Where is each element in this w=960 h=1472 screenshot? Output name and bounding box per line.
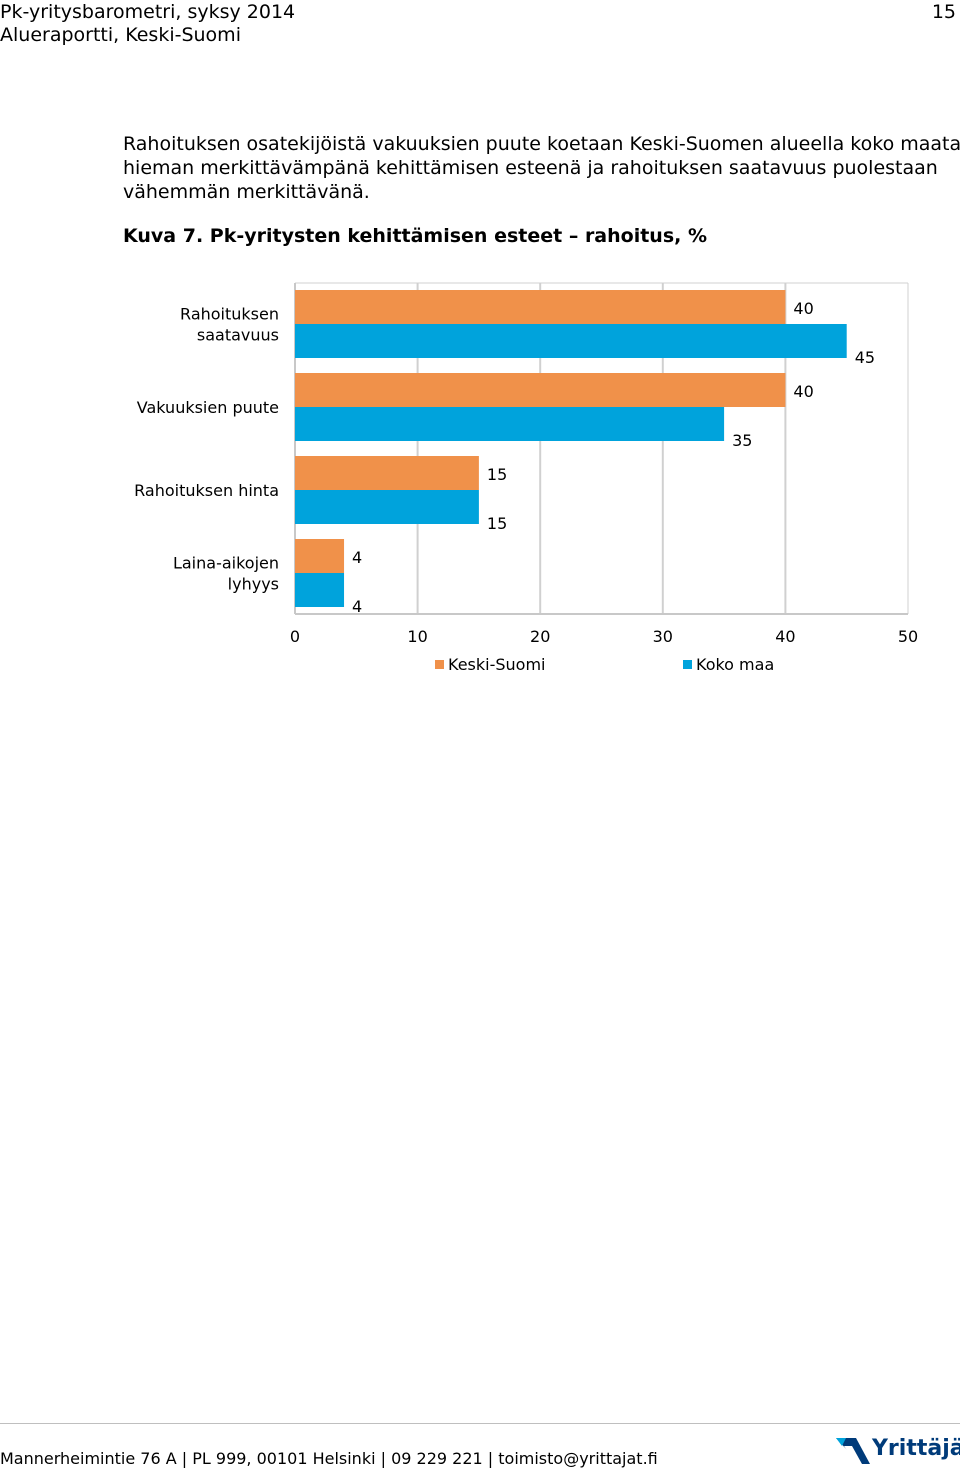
bar-keski-suomi <box>295 539 345 573</box>
legend-label: Koko maa <box>696 655 774 674</box>
category-label: saatavuus <box>197 326 279 345</box>
figure-caption: Kuva 7. Pk-yritysten kehittämisen esteet… <box>123 225 708 247</box>
data-label: 15 <box>487 465 507 484</box>
data-label: 15 <box>487 514 507 533</box>
bar-keski-suomi <box>295 373 786 407</box>
x-tick-label: 20 <box>530 627 550 646</box>
header-title: Pk-yritysbarometri, syksy 2014 <box>0 1 296 23</box>
paragraph-line: hieman merkittävämpänä kehittämisen este… <box>123 157 938 179</box>
bar-koko-maa <box>295 407 725 441</box>
bar-chart: 0 10 20 30 40 50 40 40 15 4 45 35 15 4 Rahoituksen saat… <box>134 282 918 674</box>
x-tick-label: 50 <box>898 627 918 646</box>
data-label: 45 <box>855 348 875 367</box>
legend-swatch <box>435 660 444 669</box>
bar-keski-suomi <box>295 290 786 324</box>
footer-address: Mannerheimintie 76 A | PL 999, 00101 Hel… <box>0 1449 658 1468</box>
bar-keski-suomi <box>295 456 479 490</box>
category-label: Rahoituksen hinta <box>134 481 279 500</box>
bar-koko-maa <box>295 324 847 358</box>
category-label: Vakuuksien puute <box>137 398 279 417</box>
header-subtitle: Alueraportti, Keski-Suomi <box>0 24 241 46</box>
paragraph-line: vähemmän merkittävänä. <box>123 181 370 203</box>
x-tick-label: 10 <box>407 627 427 646</box>
x-tick-label: 40 <box>775 627 795 646</box>
category-label: Laina-aikojen <box>173 554 279 573</box>
logo-text: Yrittäjät <box>872 1436 960 1461</box>
body-paragraph: Rahoituksen osatekijöistä vakuuksien puu… <box>123 132 960 204</box>
data-label: 4 <box>352 548 362 567</box>
page-number: 15 <box>931 1 956 23</box>
yrittajat-logo: Yrittäjät <box>836 1434 960 1468</box>
data-label: 4 <box>352 597 362 616</box>
category-label: lyhyys <box>228 575 279 594</box>
bar-koko-maa <box>295 490 479 524</box>
data-label: 40 <box>793 382 813 401</box>
bar-koko-maa <box>295 573 345 607</box>
category-label: Rahoituksen <box>180 305 279 324</box>
x-tick-label: 0 <box>290 627 300 646</box>
x-tick-label: 30 <box>653 627 673 646</box>
data-label: 40 <box>793 299 813 318</box>
paragraph-line: Rahoituksen osatekijöistä vakuuksien puu… <box>123 133 960 155</box>
legend-label: Keski-Suomi <box>448 655 545 674</box>
yrittajat-logo-icon <box>836 1438 870 1464</box>
data-label: 35 <box>732 431 752 450</box>
footer-divider <box>0 1423 960 1424</box>
legend-swatch <box>683 660 692 669</box>
